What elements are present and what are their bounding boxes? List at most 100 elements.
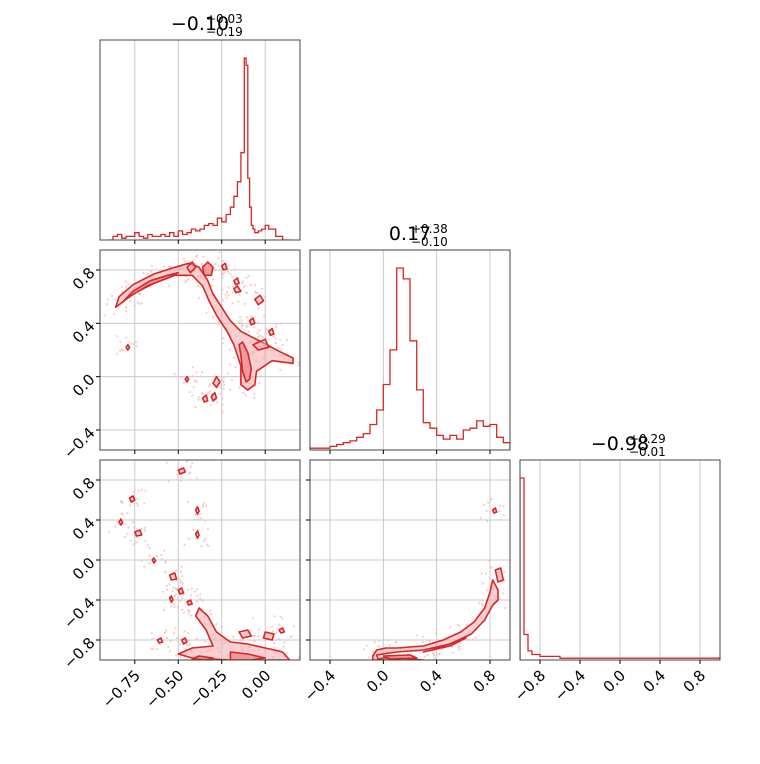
contour-outer-2d-2-0-4	[194, 506, 200, 515]
contour-outer-2d-2-0-5	[194, 530, 200, 539]
scatter-point-2d-1-0-7-0-2	[254, 291, 257, 294]
scatter-point-2d-1-0-6-3-1	[231, 275, 234, 278]
scatter-point-2d-1-0-0-15-0	[297, 361, 300, 364]
scatter-point-2d-2-1-0-20-1	[378, 655, 381, 658]
scatter-point-2d-2-1-2-0-0	[377, 645, 380, 648]
scatter-point-2d-2-0-17-3-0	[253, 634, 256, 637]
scatter-point-2d-2-0-12-1-1	[172, 586, 175, 590]
scatter-point-2d-2-0-3-2-0	[191, 462, 194, 465]
scatter-point-2d-2-0-14-2-2	[152, 647, 155, 651]
title-diag-2-sub: −0.01	[629, 445, 666, 459]
scatter-point-2d-2-0-7-2-0	[126, 532, 129, 536]
scatter-point-2d-2-1-0-24-0	[367, 656, 371, 659]
scatter-point-2d-2-1-0-21-1	[419, 662, 421, 664]
contour-outer-2d-1-0-8	[233, 285, 242, 294]
panel-2d-1-0: −0.4 0.0 0.4 0.8	[60, 249, 301, 462]
scatter-point-2d-1-0-5-0-1	[227, 271, 230, 274]
scatter-point-2d-1-0-14-3-2	[120, 347, 123, 350]
scatter-point-2d-2-0-3-2-2	[195, 476, 198, 479]
scatter-point-2d-1-0-16-2-2	[281, 343, 284, 347]
scatter-point-2d-1-0-11-3-0	[191, 394, 194, 397]
scatter-point-2d-2-0-9-0-2	[140, 559, 143, 562]
scatter-point-2d-2-0-12-0-0	[174, 587, 177, 590]
scatter-point-2d-2-0-18-3-2	[288, 636, 292, 639]
histogram-step-diag-1	[310, 267, 510, 450]
scatter-point-2d-2-0-2-0-2	[202, 664, 204, 666]
plot-area-2d-2-0	[107, 460, 300, 666]
scatter-point-2d-2-0-7-1-1	[126, 511, 129, 515]
scatter-point-2d-2-0-4-0-2	[198, 512, 202, 515]
scatter-point-2d-2-0-14-0-2	[164, 629, 168, 632]
scatter-point-2d-1-0-8-0-2	[224, 293, 227, 296]
scatter-point-2d-2-1-1-1-2	[451, 645, 454, 648]
scatter-point-2d-2-0-9-2-0	[160, 558, 164, 561]
scatter-point-2d-2-0-15-1-0	[175, 636, 179, 640]
contour-outer-2d-2-1-0	[371, 579, 499, 660]
scatter-point-2d-2-1-0-15-1	[421, 635, 425, 638]
scatter-point-2d-1-0-0-30-2	[146, 272, 150, 276]
contour-outer-2d-1-0-16	[267, 327, 275, 337]
scatter-point-2d-1-0-0-17-2	[279, 368, 282, 372]
scatter-point-2d-2-1-0-7-1	[503, 606, 507, 610]
plot-area-2d-1-0	[103, 251, 300, 414]
ytick-label-2d-2-0-2: 0.0	[69, 554, 99, 584]
scatter-point-2d-1-0-0-21-0	[238, 386, 241, 389]
scatter-point-2d-1-0-0-5-0	[182, 258, 185, 261]
xtick-label-diag-2-4: 0.8	[680, 666, 710, 696]
scatter-point-2d-2-0-11-3-0	[178, 599, 182, 602]
scatter-point-2d-2-0-16-0-2	[249, 629, 252, 632]
plot-area-diag-2	[520, 477, 720, 660]
scatter-point-2d-1-0-1-1-1	[126, 283, 130, 286]
scatter-point-2d-1-0-7-0-1	[243, 302, 246, 306]
scatter-point-2d-1-0-16-0-0	[272, 335, 275, 338]
scatter-point-2d-2-0-6-1-1	[136, 504, 139, 507]
scatter-point-2d-1-0-0-26-2	[205, 311, 208, 314]
scatter-point-2d-2-1-2-1-2	[404, 663, 406, 665]
title-diag-1-sup: +0.38	[411, 222, 448, 236]
scatter-point-2d-2-0-3-0-1	[179, 479, 182, 482]
contour-outer-2d-1-0-15	[252, 338, 270, 351]
ytick-label-2d-2-0-4: 0.8	[69, 474, 99, 504]
scatter-point-2d-2-0-12-1-0	[171, 590, 174, 593]
contour-inner-2d-1-0-1	[121, 271, 180, 303]
scatter-point-2d-1-0-10-1-0	[222, 381, 225, 384]
scatter-point-2d-2-0-13-1-0	[199, 597, 202, 600]
scatter-point-2d-1-0-12-2-0	[264, 332, 267, 335]
scatter-point-2d-2-0-7-0-0	[107, 530, 110, 533]
scatter-point-2d-2-0-14-1-0	[163, 631, 166, 634]
scatter-point-2d-1-0-11-3-2	[197, 396, 200, 399]
scatter-point-2d-2-0-14-0-1	[165, 636, 169, 639]
ytick-label-2d-1-0-0: −0.4	[60, 424, 98, 462]
scatter-point-2d-2-0-18-1-0	[279, 615, 282, 618]
scatter-point-2d-2-0-14-2-1	[150, 632, 153, 635]
scatter-point-2d-2-0-11-1-0	[175, 579, 178, 582]
scatter-point-2d-2-0-6-1-2	[140, 488, 143, 491]
ytick-label-2d-1-0-2: 0.4	[69, 317, 99, 347]
scatter-point-2d-1-0-9-2-2	[222, 376, 225, 379]
scatter-point-2d-2-0-18-3-0	[273, 641, 276, 645]
xtick-label-2d-2-0-1: −0.50	[142, 666, 187, 711]
scatter-point-2d-2-0-8-2-0	[133, 525, 136, 529]
scatter-point-2d-2-0-4-1-1	[202, 502, 205, 505]
scatter-point-2d-2-1-3-2-0	[487, 501, 490, 504]
scatter-point-2d-2-1-1-1-1	[438, 652, 441, 655]
scatter-point-2d-1-0-6-3-2	[238, 293, 241, 296]
scatter-point-2d-2-0-18-1-2	[273, 615, 276, 618]
scatter-point-2d-1-0-10-1-1	[221, 403, 224, 406]
scatter-point-2d-2-0-15-1-2	[174, 626, 177, 629]
scatter-point-2d-2-1-1-0-0	[433, 654, 436, 657]
contour-outer-2d-2-1-3	[491, 507, 498, 514]
scatter-point-2d-1-0-8-2-2	[249, 283, 252, 287]
scatter-point-2d-1-0-14-2-0	[128, 341, 131, 344]
panel-diag-1	[309, 249, 511, 454]
contour-outer-2d-2-0-12	[168, 595, 174, 603]
scatter-point-2d-2-0-3-1-1	[176, 473, 179, 476]
scatter-point-2d-2-1-3-0-1	[482, 503, 485, 506]
scatter-point-2d-1-0-1-2-1	[150, 270, 153, 273]
scatter-point-2d-2-0-3-0-2	[165, 461, 168, 464]
scatter-point-2d-1-0-3-1-1	[218, 251, 221, 254]
frame-2d-1-0	[99, 249, 301, 451]
scatter-point-2d-2-0-5-1-1	[187, 537, 190, 540]
contour-outer-2d-1-0-4	[186, 261, 197, 274]
